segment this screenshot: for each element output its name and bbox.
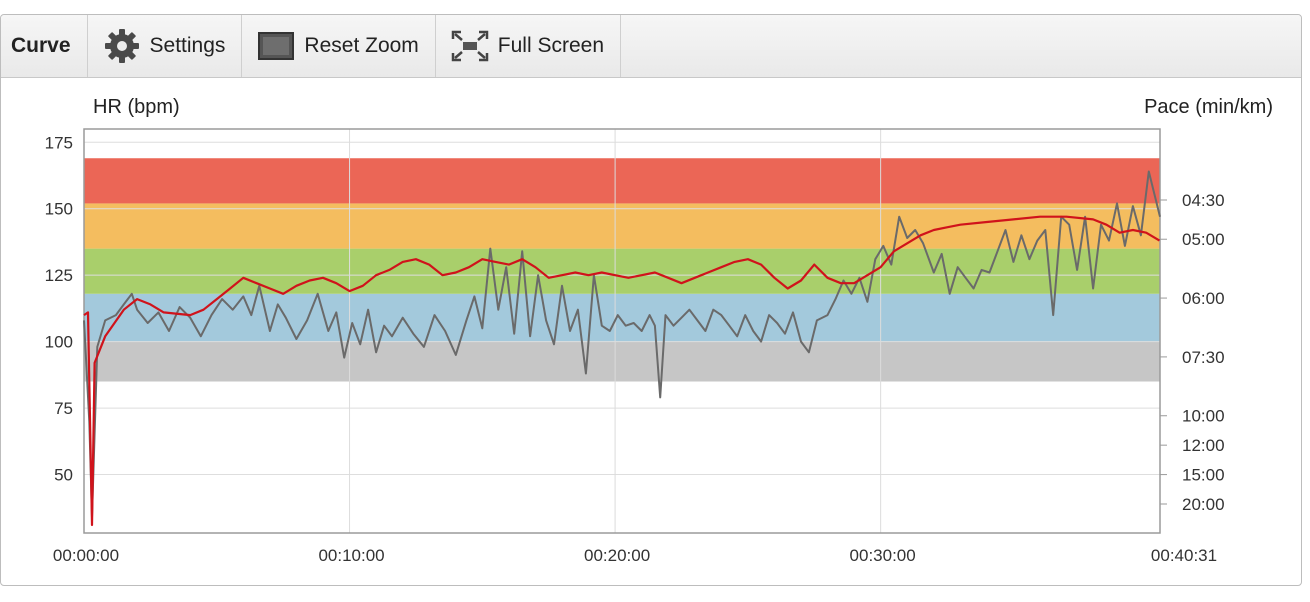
right-axis-title: Pace (min/km): [1144, 96, 1273, 118]
hr-pace-chart[interactable]: 50 75 100 125 150 175 04:30 05:00 06:00 07:30 10:…: [1, 77, 1301, 585]
right-axis-tick-label: 20:00: [1182, 495, 1225, 514]
hr-zone-band: [84, 203, 1160, 249]
left-axis-tick-label: 100: [45, 333, 73, 352]
reset-zoom-button[interactable]: Reset Zoom: [242, 15, 436, 77]
hr-line-series: [83, 215, 1161, 527]
left-axis-tick-label: 50: [54, 466, 73, 485]
right-axis-tick-label: 05:00: [1182, 230, 1225, 249]
chart-area: 50 75 100 125 150 175 04:30 05:00 06:00 07:30 10:…: [1, 77, 1303, 585]
right-axis-tick-label: 06:00: [1182, 289, 1225, 308]
right-axis-tick-label: 12:00: [1182, 436, 1225, 455]
left-axis-tick-label: 75: [54, 399, 73, 418]
settings-button[interactable]: Settings: [88, 15, 243, 77]
full-screen-label: Full Screen: [497, 34, 605, 57]
right-axis-tick-label: 10:00: [1182, 407, 1225, 426]
x-axis-tick-label: 00:20:00: [584, 546, 650, 565]
left-axis-title: HR (bpm): [93, 96, 180, 118]
x-axis-tick-label: 00:00:00: [53, 546, 119, 565]
hr-zone-band: [84, 341, 1160, 382]
reset-zoom-icon: [256, 28, 296, 64]
right-axis-tick-label: 15:00: [1182, 466, 1225, 485]
pace-line-series: [83, 170, 1161, 519]
hr-zone-band: [84, 248, 1160, 294]
x-axis-tick-label: 00:40:31: [1151, 546, 1217, 565]
full-screen-icon: [450, 28, 490, 64]
reset-zoom-label: Reset Zoom: [304, 34, 419, 57]
x-axis-tick-label: 00:30:00: [850, 546, 916, 565]
left-axis-tick-label: 175: [45, 133, 73, 152]
right-axis-tick-label: 04:30: [1182, 191, 1225, 210]
x-axis-tick-label: 00:10:00: [318, 546, 384, 565]
left-axis-tick-label: 150: [45, 200, 73, 219]
chart-title: Curve: [1, 15, 88, 77]
chart-panel: Curve Settings: [0, 14, 1302, 586]
settings-label: Settings: [149, 34, 226, 57]
gear-icon: [102, 28, 142, 64]
hr-zone-band: [84, 158, 1160, 204]
chart-toolbar: Curve Settings: [1, 15, 1301, 78]
left-axis-tick-label: 125: [45, 266, 73, 285]
full-screen-button[interactable]: Full Screen: [436, 15, 622, 77]
right-axis-tick-label: 07:30: [1182, 348, 1225, 367]
